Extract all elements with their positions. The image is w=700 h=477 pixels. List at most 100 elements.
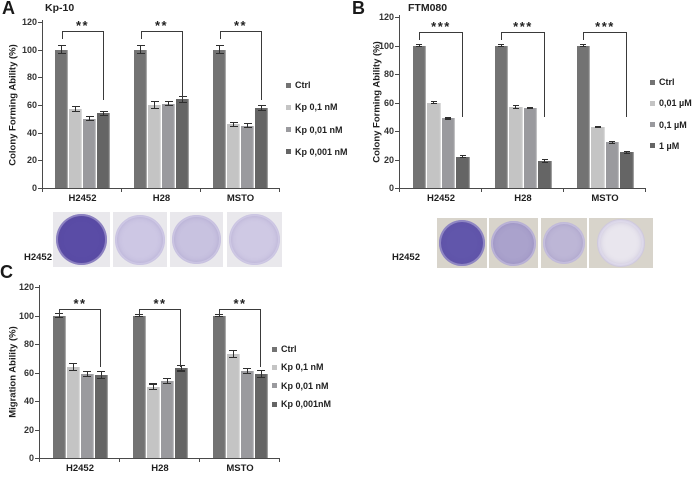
error-bar-H2452-Ctrl bbox=[58, 313, 60, 318]
error-bar-MSTO-Ctrl bbox=[219, 45, 220, 54]
colony-dish-a-2 bbox=[115, 214, 165, 265]
legend-label-Ctrl: Ctrl bbox=[281, 344, 297, 354]
error-cap-bottom bbox=[416, 45, 423, 47]
error-cap-top bbox=[623, 150, 630, 152]
error-cap-bottom bbox=[243, 373, 251, 375]
error-cap-top bbox=[229, 121, 238, 123]
legend-marker-Kp 0,01 nM bbox=[286, 127, 291, 133]
error-bar-H2452-Kp 0,01 nM bbox=[86, 371, 88, 377]
chart-a-x-tick bbox=[121, 188, 122, 192]
chart-b-y-tick-label: 40 bbox=[383, 126, 394, 136]
error-cap-top bbox=[164, 101, 173, 103]
chart-b-y-tick bbox=[395, 102, 399, 104]
legend-item-Kp 0,1 nM: Kp 0,1 nM bbox=[272, 362, 324, 372]
legend-label-Kp 0,1 nM: Kp 0,1 nM bbox=[295, 102, 338, 113]
error-cap-top bbox=[416, 44, 423, 46]
panel-c-label: C bbox=[0, 262, 13, 282]
chart-c-x-tick bbox=[39, 458, 40, 462]
error-cap-bottom bbox=[215, 316, 223, 318]
error-cap-top bbox=[445, 116, 452, 118]
sig-label-H2452: *** bbox=[431, 19, 451, 34]
error-bar-MSTO-Kp 0,01 nM bbox=[247, 123, 248, 128]
legend-marker-Ctrl bbox=[650, 79, 655, 85]
bar-MSTO-Ctrl bbox=[212, 315, 226, 458]
bar-MSTO-Kp 0,1 nM bbox=[227, 124, 240, 188]
error-cap-bottom bbox=[430, 102, 437, 104]
error-cap-top bbox=[243, 123, 252, 125]
error-cap-top bbox=[527, 106, 534, 109]
sig-label-H2452: ** bbox=[73, 296, 87, 311]
bar-H28-0,01 µM bbox=[509, 106, 523, 188]
error-bar-H28-Ctrl bbox=[140, 45, 141, 54]
error-bar-MSTO-Kp 0,01 nM bbox=[246, 368, 248, 374]
legend-item-1 µM: 1 µM bbox=[650, 141, 679, 151]
legend-label-Kp 0,01 nM: Kp 0,01 nM bbox=[295, 124, 343, 135]
sig-label-H28: ** bbox=[154, 18, 169, 33]
sig-bracket-left-H2452 bbox=[419, 32, 421, 40]
chart-a-y-tick bbox=[38, 160, 42, 162]
error-cap-bottom bbox=[69, 369, 77, 371]
error-bar-H2452-Ctrl bbox=[418, 44, 420, 47]
bar-H2452-Kp 0,001nM bbox=[94, 375, 108, 458]
bar-MSTO-Kp 0,1 nM bbox=[226, 353, 240, 458]
chart-a-title: Kp-10 bbox=[45, 2, 75, 14]
error-cap-bottom bbox=[57, 53, 66, 55]
bar-H2452-Kp 0,001 nM bbox=[97, 113, 110, 188]
chart-c-y-tick bbox=[35, 458, 39, 459]
chart-a-y-tick-label: 120 bbox=[21, 17, 37, 27]
sig-bracket-left-MSTO bbox=[219, 31, 221, 39]
bar-H2452-Kp 0,1 nM bbox=[66, 366, 80, 458]
bar-H2452-0,01 µM bbox=[427, 102, 441, 188]
chart-a-x-tick bbox=[200, 188, 201, 192]
chart-a-category-MSTO: MSTO bbox=[226, 193, 255, 204]
legend-marker-Kp 0,1 nM bbox=[272, 364, 277, 370]
error-cap-top bbox=[69, 362, 77, 364]
chart-c-y-tick bbox=[35, 429, 39, 431]
legend-label-Kp 0,01 nM: Kp 0,01 nM bbox=[281, 380, 329, 391]
error-bar-MSTO-1 µM bbox=[626, 151, 628, 154]
error-bar-H2452-Kp 0,1 nM bbox=[75, 106, 76, 112]
bar-MSTO-Kp 0,01 nM bbox=[241, 125, 254, 188]
chart-a-x-tick bbox=[42, 188, 43, 192]
chart-c-y-tick-label: 40 bbox=[23, 396, 34, 406]
error-bar-H28-0,1 µM bbox=[529, 107, 531, 109]
colony-photo-a-4 bbox=[227, 212, 282, 267]
sig-bracket-top-H2452 bbox=[419, 32, 463, 33]
chart-a-category-H28: H28 bbox=[152, 193, 171, 204]
error-cap-bottom bbox=[85, 120, 94, 122]
chart-c-y-tick bbox=[35, 315, 39, 317]
error-cap-bottom bbox=[164, 104, 173, 107]
sig-bracket-left-MSTO bbox=[219, 309, 220, 315]
error-bar-MSTO-Kp 0,1 nM bbox=[233, 122, 234, 127]
bar-MSTO-0,01 µM bbox=[591, 126, 605, 188]
chart-b-y-tick bbox=[395, 45, 399, 47]
chart-c-y-tick bbox=[35, 372, 39, 374]
error-cap-bottom bbox=[609, 142, 616, 145]
chart-c-y-tick-label: 100 bbox=[18, 310, 34, 321]
error-bar-MSTO-Kp 0,001nM bbox=[260, 370, 262, 378]
colony-photo-b-3 bbox=[541, 218, 587, 268]
error-cap-bottom bbox=[580, 45, 587, 47]
bar-MSTO-Kp 0,001 nM bbox=[255, 107, 268, 188]
chart-c-x-tick bbox=[279, 458, 280, 462]
error-cap-bottom bbox=[177, 370, 185, 372]
legend-label-0,1 µM: 0,1 µM bbox=[659, 119, 687, 130]
dish-row-label-b: H2452 bbox=[392, 252, 420, 263]
error-bar-H2452-Kp 0,001nM bbox=[100, 371, 102, 379]
error-bar-MSTO-Kp 0,1 nM bbox=[232, 350, 234, 358]
chart-c-x-axis bbox=[39, 458, 280, 459]
legend-item-Kp 0,001nM: Kp 0,001nM bbox=[272, 399, 331, 409]
error-cap-top bbox=[229, 349, 237, 352]
error-bar-H28-Kp 0,1 nM bbox=[152, 383, 154, 390]
error-cap-bottom bbox=[97, 378, 105, 380]
chart-c-y-axis bbox=[39, 285, 40, 458]
error-cap-top bbox=[243, 367, 251, 369]
error-cap-top bbox=[257, 104, 266, 106]
legend-item-Kp 0,01 nM: Kp 0,01 nM bbox=[286, 125, 343, 135]
error-bar-H2452-Kp 0,01 nM bbox=[89, 116, 90, 121]
error-cap-top bbox=[149, 383, 157, 385]
bar-H28-Ctrl bbox=[134, 49, 147, 188]
bar-H28-Kp 0,001 nM bbox=[176, 99, 189, 188]
error-cap-top bbox=[177, 364, 185, 367]
bar-MSTO-0,1 µM bbox=[605, 142, 619, 188]
